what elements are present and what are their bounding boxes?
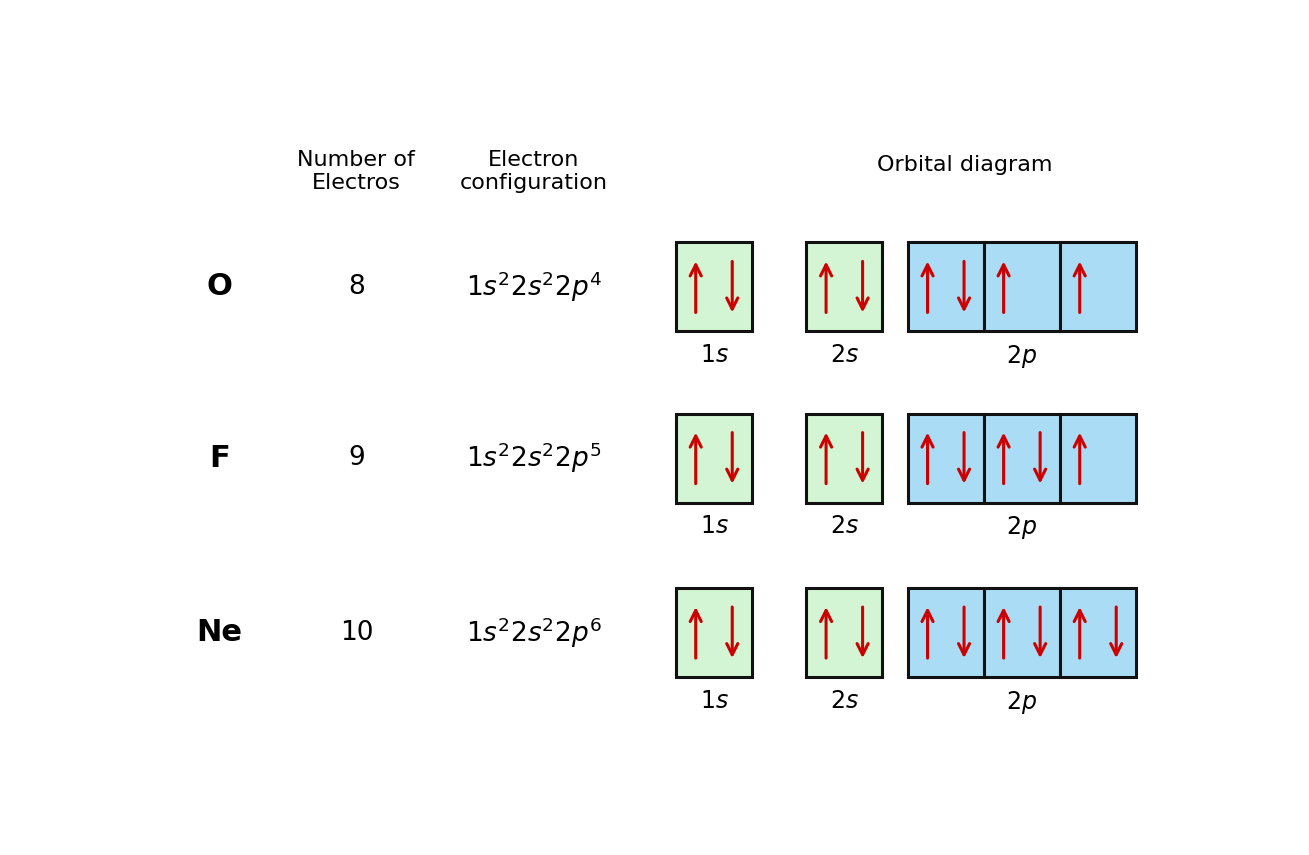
Bar	[984, 588, 1060, 677]
Text: 9: 9	[348, 445, 365, 471]
Text: $1s^22s^22p^4$: $1s^22s^22p^4$	[466, 269, 602, 304]
Text: $1s$: $1s$	[699, 514, 728, 538]
Bar	[984, 243, 1060, 332]
Text: F: F	[209, 444, 230, 473]
Bar	[806, 243, 882, 332]
Bar	[1060, 588, 1136, 677]
Bar	[806, 414, 882, 503]
Bar	[806, 588, 882, 677]
Text: $2s$: $2s$	[830, 688, 859, 712]
Bar	[675, 243, 751, 332]
Text: $2s$: $2s$	[830, 514, 859, 538]
Text: $1s^22s^22p^5$: $1s^22s^22p^5$	[466, 441, 602, 475]
Text: $2p$: $2p$	[1007, 688, 1037, 716]
Text: Ne: Ne	[196, 618, 242, 647]
Bar	[675, 414, 751, 503]
Text: Electron
configuration: Electron configuration	[459, 150, 607, 193]
Text: Number of
Electros: Number of Electros	[297, 150, 415, 193]
Text: O: O	[207, 273, 233, 302]
Bar	[675, 588, 751, 677]
Text: $2p$: $2p$	[1007, 514, 1037, 541]
Text: $1s$: $1s$	[699, 343, 728, 367]
Text: $2p$: $2p$	[1007, 343, 1037, 370]
Text: 10: 10	[339, 620, 373, 646]
Bar	[1060, 414, 1136, 503]
Text: $1s$: $1s$	[699, 688, 728, 712]
Bar	[1060, 243, 1136, 332]
Bar	[907, 243, 984, 332]
Text: $1s^22s^22p^6$: $1s^22s^22p^6$	[466, 616, 602, 650]
Bar	[907, 588, 984, 677]
Bar	[984, 414, 1060, 503]
Text: 8: 8	[348, 274, 365, 300]
Text: Orbital diagram: Orbital diagram	[877, 155, 1052, 175]
Text: $2s$: $2s$	[830, 343, 859, 367]
Bar	[907, 414, 984, 503]
